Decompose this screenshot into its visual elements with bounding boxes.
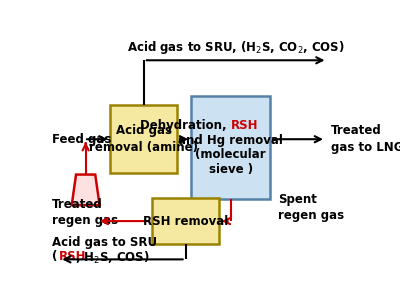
FancyBboxPatch shape: [110, 105, 177, 174]
Text: Dehydration,: Dehydration,: [140, 119, 230, 132]
Text: Spent
regen gas: Spent regen gas: [278, 193, 344, 222]
Text: and Hg removal: and Hg removal: [178, 134, 283, 147]
Text: sieve ): sieve ): [208, 163, 253, 176]
Text: Treated
gas to LNG: Treated gas to LNG: [330, 125, 400, 154]
Text: Acid gas to SRU: Acid gas to SRU: [52, 236, 157, 249]
Text: Acid gas to SRU, (H$_2$S, CO$_2$, COS): Acid gas to SRU, (H$_2$S, CO$_2$, COS): [127, 39, 345, 56]
Text: (molecular: (molecular: [195, 148, 266, 161]
Polygon shape: [72, 174, 100, 205]
Text: , H$_2$S, COS): , H$_2$S, COS): [76, 250, 150, 266]
FancyBboxPatch shape: [152, 198, 219, 244]
Text: Treated
regen gas: Treated regen gas: [52, 197, 118, 227]
Text: Acid gas
removal (amine): Acid gas removal (amine): [89, 124, 198, 154]
Text: RSH: RSH: [59, 250, 87, 263]
Text: RSH: RSH: [230, 119, 258, 132]
FancyBboxPatch shape: [191, 95, 270, 199]
Text: RSH removal: RSH removal: [143, 215, 228, 228]
Text: Feed gas: Feed gas: [52, 133, 111, 146]
Text: (: (: [52, 250, 57, 263]
